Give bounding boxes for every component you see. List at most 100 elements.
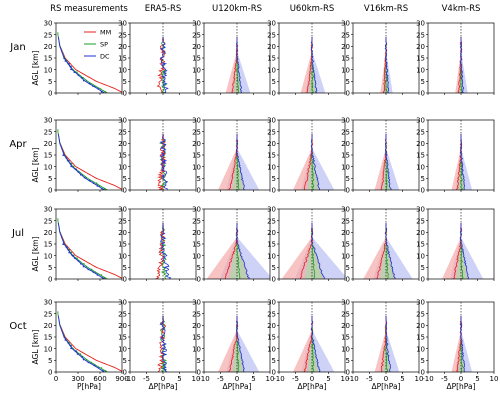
series-DC-point	[97, 88, 99, 90]
series-SP-point	[94, 271, 97, 274]
y-tick-label: 25	[192, 31, 201, 39]
series-SP-point	[70, 251, 73, 254]
panel-Jan-5: 0 5 10 15 20 25 30	[416, 20, 495, 98]
y-tick-label: 20	[416, 43, 425, 51]
y-tick-label: 10	[341, 252, 350, 260]
series-DC-point	[79, 174, 82, 176]
x-tick-label: 0	[310, 375, 314, 383]
series-SP-point	[85, 358, 88, 361]
y-tick-label: 25	[118, 310, 127, 318]
y-tick-label: 25	[118, 31, 127, 39]
y-tick-label: 30	[416, 206, 425, 214]
y-tick-label: 0	[346, 276, 350, 284]
diff-MM-line	[306, 36, 313, 93]
series-DC-point	[70, 68, 72, 71]
panel-Jul-3: 0 5 10 15 20 25 30	[267, 206, 346, 284]
y-tick-label: 25	[44, 31, 53, 39]
series-DC-point	[70, 65, 72, 68]
y-tick-label: 5	[346, 78, 350, 86]
panel-content	[374, 302, 400, 372]
x-axis-label: ΔP[hPa]	[371, 382, 400, 391]
y-tick-label: 0	[421, 187, 425, 195]
y-tick-label: 15	[267, 241, 276, 249]
y-tick-label: 10	[416, 345, 425, 353]
x-tick-label: 5	[475, 375, 479, 383]
row-label: Jan	[9, 42, 25, 53]
panel-Oct-1: 0 5 10 15 20 25 30 -10 -5 0 5 10 ΔP[hPa]	[118, 299, 200, 391]
y-tick-label: 25	[416, 31, 425, 39]
panel-content	[206, 209, 270, 279]
panel-content	[455, 23, 468, 93]
diff-SP-line	[235, 134, 240, 190]
panel-Oct-5: 0 5 10 15 20 25 30 -10 -5 0 5 10 ΔP[hPa]	[416, 299, 498, 391]
y-tick-label: 20	[341, 229, 350, 237]
x-tick-label: -10	[422, 375, 433, 383]
panel-content	[281, 209, 345, 279]
y-tick-label: 20	[44, 140, 53, 148]
y-tick-label: 5	[272, 175, 276, 183]
y-tick-label: 0	[421, 276, 425, 284]
x-tick-label: 5	[326, 375, 330, 383]
y-tick-label: 20	[44, 322, 53, 330]
band-SP	[234, 46, 242, 93]
y-tick-label: 25	[44, 217, 53, 225]
y-tick-label: 25	[416, 310, 425, 318]
series-SP-point	[83, 263, 85, 265]
series-DC-point	[87, 361, 90, 364]
y-tick-label: 30	[416, 299, 425, 307]
series-MM-line	[59, 46, 122, 93]
y-tick-label: 30	[44, 117, 53, 125]
x-tick-label: 5	[251, 375, 255, 383]
series-DC-point	[82, 358, 85, 361]
series-DC-point	[77, 171, 80, 173]
y-tick-label: 10	[192, 66, 201, 74]
y-tick-label: 15	[341, 152, 350, 160]
y-tick-label: 30	[416, 20, 425, 28]
y-tick-label: 30	[118, 20, 127, 28]
series-DC-point	[72, 254, 74, 257]
series-MM-line	[59, 143, 122, 190]
series-SP-point	[103, 277, 106, 279]
y-tick-label: 15	[267, 55, 276, 63]
y-tick-label: 0	[48, 90, 52, 98]
series-DC-point	[80, 263, 82, 265]
y-tick-label: 5	[197, 264, 201, 272]
y-tick-label: 10	[416, 252, 425, 260]
x-tick-label: -10	[347, 375, 358, 383]
series-DC-point	[83, 176, 86, 179]
y-tick-label: 15	[44, 334, 53, 342]
x-tick-label: -5	[366, 375, 373, 383]
column-title: U60km-RS	[290, 4, 335, 14]
diff-MM-line	[224, 222, 239, 279]
y-tick-label: 15	[118, 152, 127, 160]
y-tick-label: 20	[341, 140, 350, 148]
y-tick-label: 5	[48, 264, 52, 272]
diff-DC-line	[310, 222, 325, 279]
panel-Oct-2: 0 5 10 15 20 25 30 -10 -5 0 5 10 ΔP[hPa]	[192, 299, 274, 391]
y-tick-label: 30	[267, 206, 276, 214]
y-tick-label: 0	[421, 90, 425, 98]
y-tick-label: 5	[272, 357, 276, 365]
series-DC-point	[68, 251, 70, 254]
diff-DC-line	[236, 315, 245, 372]
y-tick-label: 20	[192, 43, 201, 51]
x-tick-label: -5	[441, 375, 448, 383]
y-tick-label: 30	[44, 20, 53, 28]
panel-Apr-3: 0 5 10 15 20 25 30	[267, 117, 346, 195]
diff-DC-line	[159, 36, 169, 93]
y-tick-label: 5	[421, 264, 425, 272]
series-DC-point	[63, 57, 65, 59]
panel-Oct-4: 0 5 10 15 20 25 30 -10 -5 0 5 10 ΔP[hPa]	[341, 299, 423, 391]
column-title: RS measurements	[50, 4, 128, 14]
series-DC-point	[101, 277, 104, 279]
y-tick-label: 10	[267, 252, 276, 260]
y-tick-label: 10	[267, 163, 276, 171]
y-tick-label: 5	[48, 78, 52, 86]
y-tick-label: 5	[123, 78, 127, 86]
panel-content	[57, 311, 122, 372]
panel-Jul-4: 0 5 10 15 20 25 30	[341, 206, 420, 284]
x-tick-label: 600	[93, 375, 106, 383]
panel-content	[57, 32, 122, 93]
y-tick-label: 25	[341, 128, 350, 136]
